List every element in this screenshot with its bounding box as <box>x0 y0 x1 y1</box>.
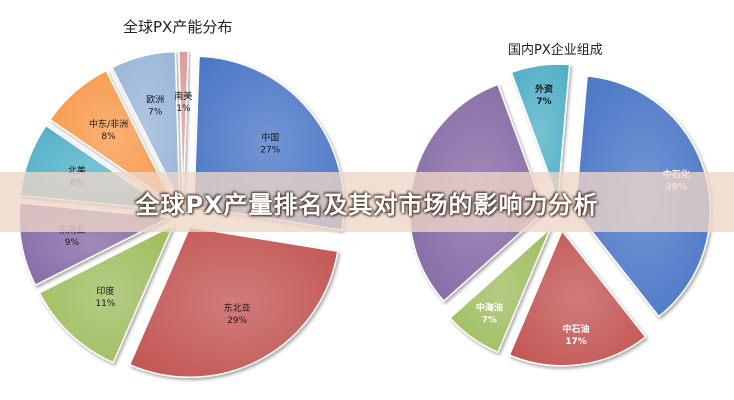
slice-label-foreign: 外资 <box>534 83 553 95</box>
slice-value-southeast-asia: 9% <box>65 238 80 248</box>
slice-value-china: 27% <box>260 145 280 155</box>
slice-value-cnpc: 17% <box>565 337 587 347</box>
chart-title-global: 全球PX产能分布 <box>123 18 232 36</box>
banner-title: 全球PX产量排名及其对市场的影响力分析 <box>135 190 599 219</box>
pie-slice-europe <box>110 50 181 202</box>
pie-slice-northeast-asia <box>128 226 339 379</box>
pie-slice-cnooc <box>448 227 552 354</box>
pie-slice-india <box>38 223 175 364</box>
slice-label-cnooc: 中海油 <box>476 302 503 314</box>
slice-value-europe: 7% <box>148 107 163 117</box>
slice-label-south-america: 南美 <box>174 90 192 102</box>
slice-value-south-america: 1% <box>176 104 191 114</box>
pie-slice-cnpc <box>508 229 647 367</box>
slice-value-middle-east-africa: 8% <box>101 132 116 142</box>
slice-label-northeast-asia: 东北亚 <box>224 302 251 314</box>
title-banner: 全球PX产量排名及其对市场的影响力分析 <box>0 172 734 232</box>
slice-label-middle-east-africa: 中东/非洲 <box>89 118 128 130</box>
pie-slice-south-america <box>178 50 190 202</box>
slice-value-northeast-asia: 29% <box>227 316 247 326</box>
slice-value-foreign: 7% <box>536 97 551 107</box>
slice-label-india: 印度 <box>96 285 114 297</box>
slice-value-cnooc: 7% <box>482 316 497 326</box>
pie-slice-middle-east-africa <box>48 69 175 206</box>
slice-label-china: 中国 <box>261 131 279 143</box>
slice-label-cnpc: 中石油 <box>563 323 590 335</box>
slice-value-india: 11% <box>95 299 115 309</box>
chart-title-domestic: 国内PX企业组成 <box>508 42 603 58</box>
slice-label-europe: 欧洲 <box>146 93 164 105</box>
pie-slice-foreign <box>510 63 571 200</box>
